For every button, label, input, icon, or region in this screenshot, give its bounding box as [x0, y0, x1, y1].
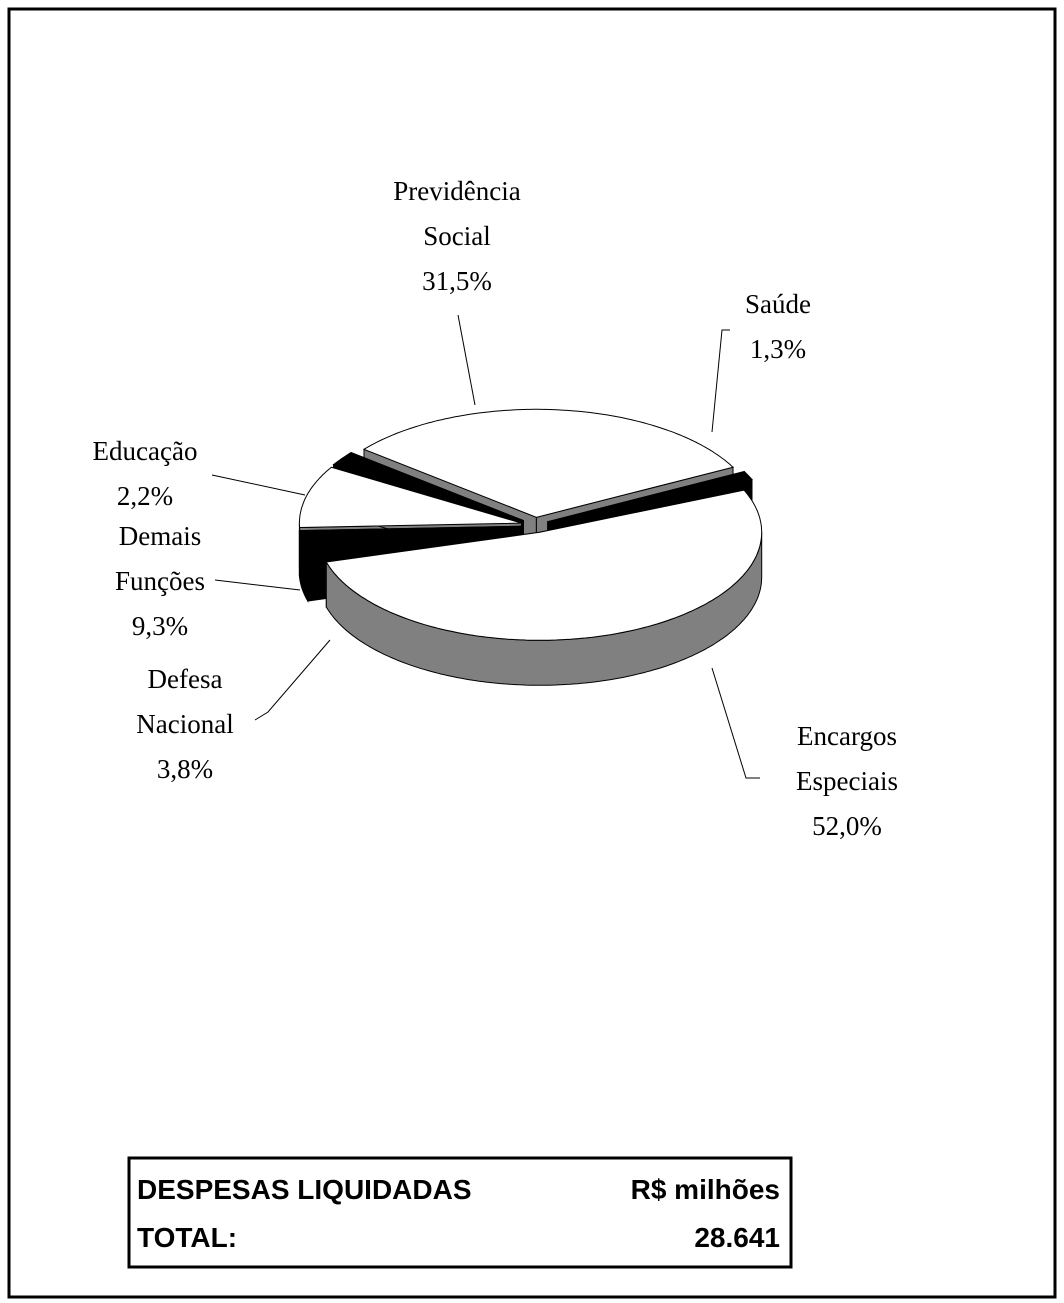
- leader-line: [711, 329, 730, 433]
- leader-line: [211, 474, 306, 496]
- slice-label-line: Previdência: [393, 176, 520, 206]
- leader-line: [254, 639, 331, 721]
- leader-line: [457, 314, 476, 406]
- slice-label: Educação: [93, 436, 198, 466]
- slice-label-line: Social: [423, 221, 491, 251]
- slice-label: Saúde: [745, 289, 811, 319]
- box-header-label: DESPESAS LIQUIDADAS: [137, 1174, 472, 1205]
- slice-top: [362, 408, 735, 518]
- slice-label-line: Encargos: [797, 721, 897, 751]
- slice-value-label: 3,8%: [157, 754, 213, 784]
- leader-line: [711, 667, 760, 779]
- pie-slice: [325, 489, 763, 686]
- slice-top: [325, 489, 763, 641]
- slice-top: [298, 466, 522, 529]
- slice-top: [547, 470, 753, 523]
- slice-label-line: Educação: [93, 436, 198, 466]
- box-header-unit: R$ milhões: [631, 1174, 780, 1205]
- total-box: [127, 1156, 793, 1269]
- slice-label-line: Nacional: [136, 709, 233, 739]
- slice-label-line: Demais: [119, 521, 201, 551]
- slice-label-line: Especiais: [796, 766, 898, 796]
- slice-value-label: 52,0%: [812, 811, 882, 841]
- box-total-value: 28.641: [694, 1222, 780, 1253]
- slice-label-line: Defesa: [148, 664, 223, 694]
- slice-label-line: Saúde: [745, 289, 811, 319]
- slice-value-label: 9,3%: [132, 611, 188, 641]
- slice-value-label: 31,5%: [422, 266, 492, 296]
- slice-label: Defesa Nacional: [136, 664, 233, 739]
- slice-label: Encargos Especiais: [796, 721, 898, 796]
- slice-value-label: 1,3%: [750, 334, 806, 364]
- slice-label-line: Funções: [115, 566, 205, 596]
- frame: [7, 7, 1057, 1299]
- leader-line: [214, 579, 301, 591]
- slice-label: Demais Funções: [115, 521, 205, 596]
- box-total-label: TOTAL:: [137, 1222, 237, 1253]
- slice-value-label: 2,2%: [117, 481, 173, 511]
- slice-top: [298, 525, 522, 557]
- slice-label: Previdência Social: [393, 176, 520, 251]
- slice-top: [332, 452, 524, 522]
